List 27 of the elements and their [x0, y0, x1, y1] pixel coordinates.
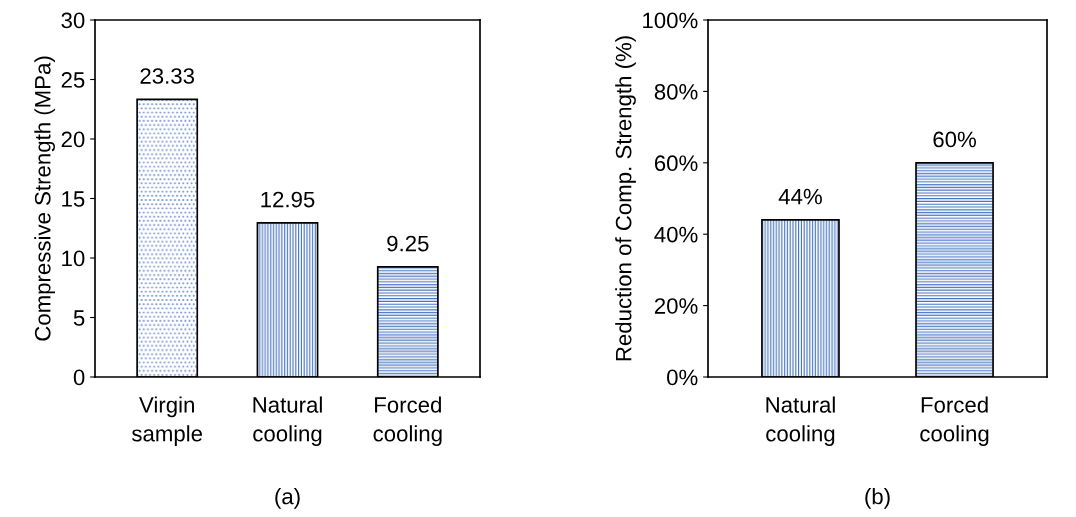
x-tick-label: Virgin sample — [131, 396, 203, 446]
y-tick-label: 0% — [667, 369, 698, 386]
y-tick-label: 5 — [73, 310, 85, 326]
y-tick-label: 40% — [654, 226, 698, 243]
text: (a) — [275, 488, 300, 509]
data-label: 12.95 — [261, 191, 315, 208]
x-tick-label: Forced cooling — [920, 396, 989, 446]
y-tick-label: 20 — [61, 131, 85, 148]
y-tick-label: 20% — [654, 298, 698, 314]
y-tick-label: 80% — [654, 83, 698, 100]
y-tick-label: 15 — [62, 191, 85, 207]
y-tick-label: 25 — [61, 72, 85, 88]
data-label: 44% — [778, 188, 822, 205]
x-tick-label: Natural cooling — [253, 396, 322, 446]
x-tick-label: Forced cooling — [373, 396, 442, 446]
data-label: 60% — [933, 131, 976, 148]
data-label: 9.25 — [387, 235, 429, 252]
data-label: 23.33 — [140, 68, 195, 84]
y-axis-title: Reduction of Comp. Strength (%) — [615, 36, 636, 361]
y-tick-label: 10 — [62, 250, 85, 267]
y-tick-label: 60% — [654, 155, 698, 172]
y-tick-label: 0 — [73, 369, 85, 386]
text: (b) — [865, 488, 890, 509]
y-tick-label: 100% — [643, 12, 698, 29]
x-tick-label: Natural cooling — [766, 396, 835, 446]
y-axis-title: Compressive Strength (MPa) — [34, 56, 56, 341]
y-tick-label: 30 — [61, 12, 85, 29]
